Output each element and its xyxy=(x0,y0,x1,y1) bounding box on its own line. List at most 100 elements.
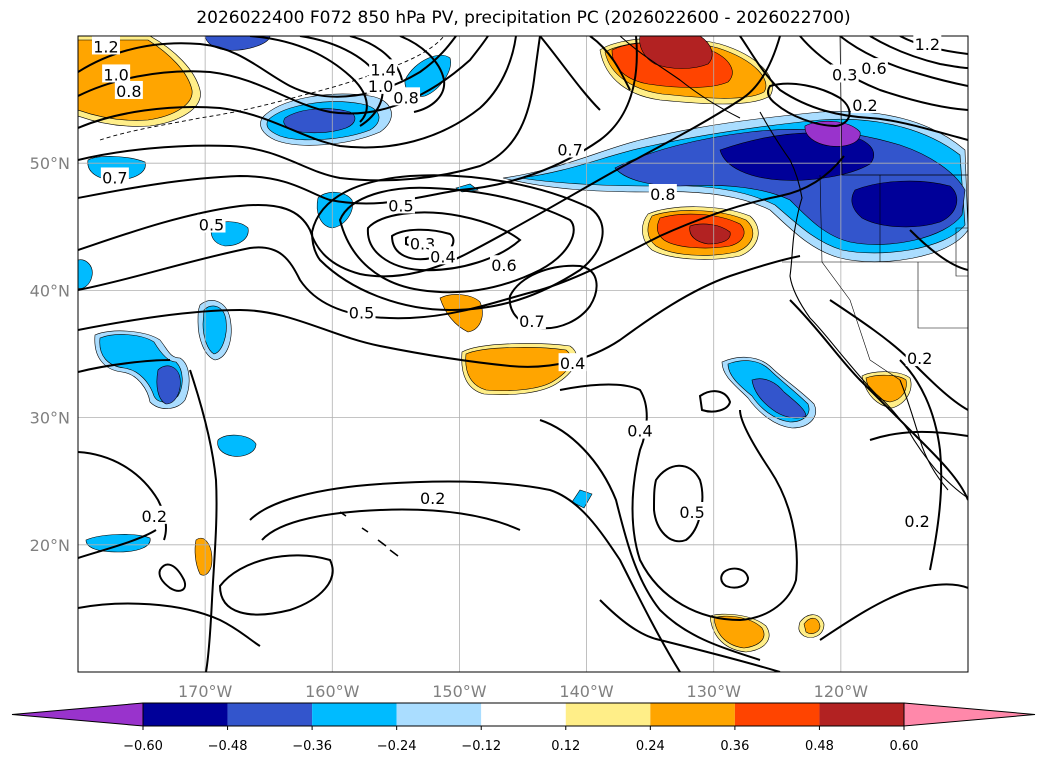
state-border xyxy=(955,227,968,277)
contour-label: 1.0 xyxy=(103,65,128,84)
contour-label-background xyxy=(903,510,932,529)
latitude-tick-label: 30°N xyxy=(30,409,70,428)
map-plot-area xyxy=(78,36,968,672)
contour-label: 0.2 xyxy=(852,96,877,115)
pv-contour xyxy=(899,359,943,571)
pv-contour xyxy=(589,36,631,91)
pv-contour xyxy=(652,464,704,543)
colorbar-bin xyxy=(396,703,482,726)
pv-contour xyxy=(599,599,781,672)
contour-label: 0.7 xyxy=(557,140,582,159)
contour-label: 0.8 xyxy=(650,185,675,204)
contour-label-background xyxy=(386,195,415,214)
contour-label-background xyxy=(678,502,707,520)
colorbar-tick-label: −0.36 xyxy=(292,739,332,754)
contour-label: 0.2 xyxy=(142,507,167,526)
aleutian-islands xyxy=(99,36,445,141)
pv-contour xyxy=(839,36,968,87)
pv-contour xyxy=(78,155,845,320)
pv-contour xyxy=(349,36,403,81)
colorbar-tick-label: −0.12 xyxy=(461,739,501,754)
contour-label-background xyxy=(418,488,447,507)
contour-label-background xyxy=(625,420,654,439)
pv-contour xyxy=(789,299,968,501)
pv-contour xyxy=(78,36,781,278)
latitude-tick-label: 40°N xyxy=(30,281,70,300)
pv-contour xyxy=(78,602,261,647)
baja-coastline xyxy=(899,379,949,491)
colorbar-bin xyxy=(312,703,397,726)
state-border xyxy=(819,174,871,361)
contour-label: 1.2 xyxy=(915,35,940,54)
contour-label-background xyxy=(91,36,120,55)
pv-contour xyxy=(739,36,968,141)
pv-contour xyxy=(78,255,801,368)
colorbar-tick-label: −0.24 xyxy=(377,739,417,754)
precip-positive-shading xyxy=(78,36,912,653)
contour-label-background xyxy=(830,64,859,83)
colorbar-bin xyxy=(819,703,904,726)
contour-label-background xyxy=(100,167,129,186)
pv-contour xyxy=(909,229,968,271)
pv-contours xyxy=(78,36,968,672)
colorbar: −0.60 −0.48 −0.36 −0.24 −0.12 0.12 0.24 0.36 0.4… xyxy=(11,702,1036,754)
contour-label-background xyxy=(556,139,585,158)
contour-label-background xyxy=(851,94,880,113)
colorbar-extend-high xyxy=(903,702,1036,727)
contour-label: 0.2 xyxy=(904,512,929,531)
pv-contour xyxy=(249,480,681,672)
contour-label: 0.5 xyxy=(679,503,704,522)
colorbar-frame xyxy=(142,702,905,727)
pv-contour xyxy=(869,36,968,69)
contour-label: 0.4 xyxy=(560,354,585,373)
colorbar-tick-label: −0.48 xyxy=(208,739,248,754)
contour-label-background xyxy=(392,87,421,106)
colorbar-tick-label: 0.12 xyxy=(551,739,580,754)
contour-label-background xyxy=(102,64,131,83)
colorbar-bin xyxy=(481,703,566,726)
longitude-tick-label: 130°W xyxy=(687,682,742,701)
contour-label: 0.8 xyxy=(116,82,141,101)
hawaiian-islands xyxy=(339,511,399,557)
contour-label-background xyxy=(114,80,143,99)
contour-label: 0.6 xyxy=(861,59,886,78)
pv-contour xyxy=(869,430,968,441)
longitude-tick-label: 120°W xyxy=(814,682,869,701)
colorbar-bin xyxy=(650,703,735,726)
contour-label-background xyxy=(489,255,518,274)
colorbar-tick-label: 0.36 xyxy=(720,739,749,754)
contour-label: 0.7 xyxy=(519,312,544,331)
colorbar-bin xyxy=(565,703,651,726)
pv-contour xyxy=(720,567,750,589)
contour-label: 0.3 xyxy=(832,65,857,84)
contour-label-background xyxy=(197,214,226,233)
pv-contour xyxy=(338,186,575,294)
colorbar-tick-label: 0.24 xyxy=(636,739,665,754)
contour-label-background xyxy=(517,311,546,330)
contour-label-background xyxy=(558,353,587,372)
contour-label: 0.2 xyxy=(907,349,932,368)
contour-label-background xyxy=(913,33,942,52)
contour-label: 0.7 xyxy=(102,168,127,187)
pv-contour xyxy=(698,390,732,413)
longitude-tick-label: 160°W xyxy=(305,682,360,701)
coastlines xyxy=(99,36,968,557)
contour-label-background xyxy=(859,58,888,77)
pv-contour xyxy=(539,419,761,661)
contour-label: 0.5 xyxy=(199,216,224,235)
pv-contour xyxy=(366,211,522,272)
pv-contour xyxy=(78,451,167,541)
pv-contour xyxy=(218,554,334,616)
colorbar-bin xyxy=(734,703,820,726)
pv-contour xyxy=(78,36,517,149)
contour-label-background xyxy=(369,59,398,78)
pv-contour xyxy=(399,36,446,113)
contour-label: 0.2 xyxy=(420,489,445,508)
north-america-coastline xyxy=(759,111,968,499)
colorbar-tick-label: 0.48 xyxy=(805,739,834,754)
latitude-tick-label: 20°N xyxy=(30,536,70,555)
pv-contour xyxy=(261,508,521,541)
contour-labels: 1.21.00.81.41.00.80.70.50.50.30.4 0.60.5 0… xyxy=(91,33,942,531)
contour-label: 0.4 xyxy=(627,422,652,441)
